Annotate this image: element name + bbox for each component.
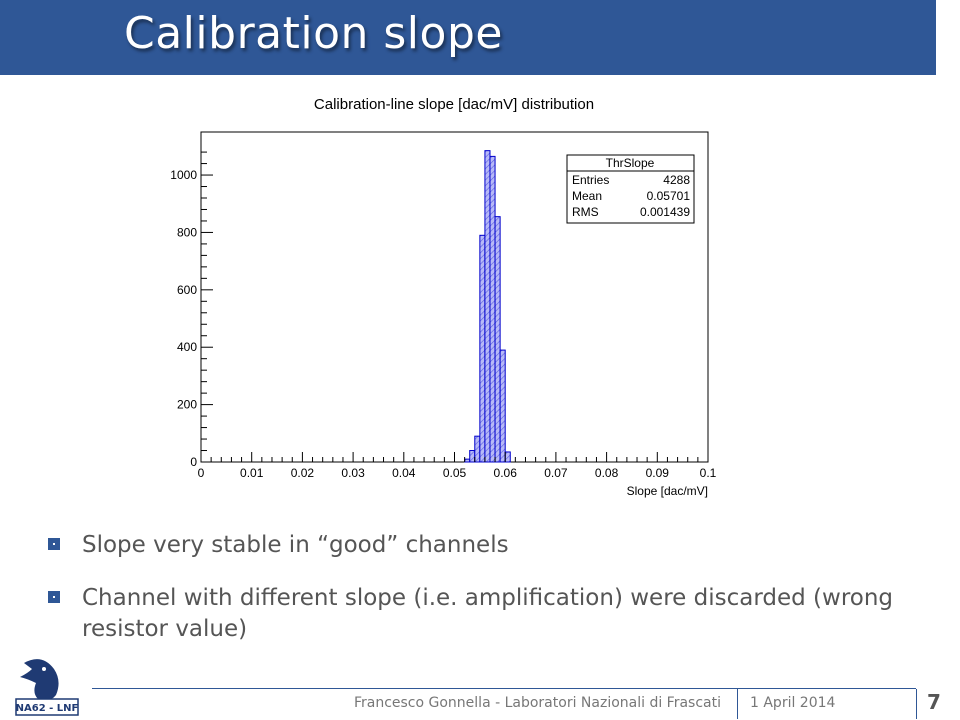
stats-rms-value: 0.001439 bbox=[640, 205, 690, 219]
footer-author: Francesco Gonnella - Laboratori Nazional… bbox=[353, 695, 721, 711]
histogram-chart: Calibration-line slope [dac/mV] distribu… bbox=[170, 96, 717, 498]
x-tick-label: 0.04 bbox=[392, 466, 416, 480]
stats-entries-label: Entries bbox=[572, 173, 609, 187]
histogram-bar bbox=[474, 435, 481, 463]
bullet-item: Channel with different slope (i.e. ampli… bbox=[48, 583, 928, 645]
histogram-bar bbox=[499, 349, 506, 463]
bullet-text: Channel with different slope (i.e. ampli… bbox=[82, 585, 894, 642]
y-tick-label: 200 bbox=[177, 398, 197, 412]
bullet-square-icon bbox=[48, 538, 60, 550]
bullet-item: Slope very stable in “good” channels bbox=[48, 530, 928, 561]
y-tick-label: 1000 bbox=[170, 168, 197, 182]
y-tick-label: 400 bbox=[177, 340, 197, 354]
histogram-bar bbox=[469, 450, 476, 463]
bullet-list: Slope very stable in “good” channels Cha… bbox=[48, 530, 928, 667]
histogram-bar bbox=[494, 216, 501, 463]
slide-title: Calibration slope bbox=[124, 8, 503, 59]
stats-mean-value: 0.05701 bbox=[647, 189, 691, 203]
stats-box-name: ThrSlope bbox=[606, 156, 655, 170]
x-tick-label: 0.03 bbox=[341, 466, 365, 480]
histogram-bar bbox=[479, 234, 486, 463]
y-axis-ticks: 0 200 400 600 800 1000 bbox=[170, 151, 213, 469]
logo-text: NA62 - LNF bbox=[16, 703, 79, 714]
stats-box: ThrSlope Entries 4288 Mean 0.05701 RMS 0… bbox=[566, 154, 695, 224]
na62-penguin-logo: NA62 - LNF bbox=[15, 659, 79, 716]
histogram-bars bbox=[464, 150, 511, 463]
x-tick-label: 0.02 bbox=[291, 466, 315, 480]
stats-rms-label: RMS bbox=[572, 205, 599, 219]
x-axis-ticks: 0 0.01 0.02 0.03 0.04 0.05 0.06 0.07 0.08 0.09 0.1 bbox=[198, 452, 717, 480]
histogram-bar bbox=[464, 458, 471, 463]
footer-bar: Francesco Gonnella - Laboratori Nazional… bbox=[92, 688, 917, 719]
footer-divider bbox=[916, 689, 917, 719]
footer-divider bbox=[737, 689, 738, 719]
x-tick-label: 0.05 bbox=[443, 466, 467, 480]
x-tick-label: 0.06 bbox=[494, 466, 518, 480]
x-tick-label: 0.1 bbox=[700, 466, 717, 480]
histogram-bar bbox=[489, 155, 496, 463]
y-tick-label: 800 bbox=[177, 225, 197, 239]
y-tick-label: 0 bbox=[190, 455, 197, 469]
bullet-square-icon bbox=[48, 591, 60, 603]
stats-entries-value: 4288 bbox=[663, 173, 690, 187]
x-tick-label: 0 bbox=[198, 466, 205, 480]
x-tick-label: 0.01 bbox=[240, 466, 264, 480]
y-tick-label: 600 bbox=[177, 283, 197, 297]
title-bar: Calibration slope bbox=[0, 0, 936, 75]
stats-mean-label: Mean bbox=[572, 189, 602, 203]
bullet-text: Slope very stable in “good” channels bbox=[82, 532, 509, 558]
chart-title: Calibration-line slope [dac/mV] distribu… bbox=[314, 96, 594, 113]
footer-date: 1 April 2014 bbox=[750, 695, 836, 711]
histogram-bar bbox=[504, 451, 511, 463]
histogram-bar bbox=[484, 150, 491, 463]
x-tick-label: 0.07 bbox=[544, 466, 568, 480]
x-tick-label: 0.09 bbox=[646, 466, 670, 480]
page-number: 7 bbox=[927, 690, 941, 714]
x-tick-label: 0.08 bbox=[595, 466, 619, 480]
x-axis-label: Slope [dac/mV] bbox=[627, 484, 708, 498]
